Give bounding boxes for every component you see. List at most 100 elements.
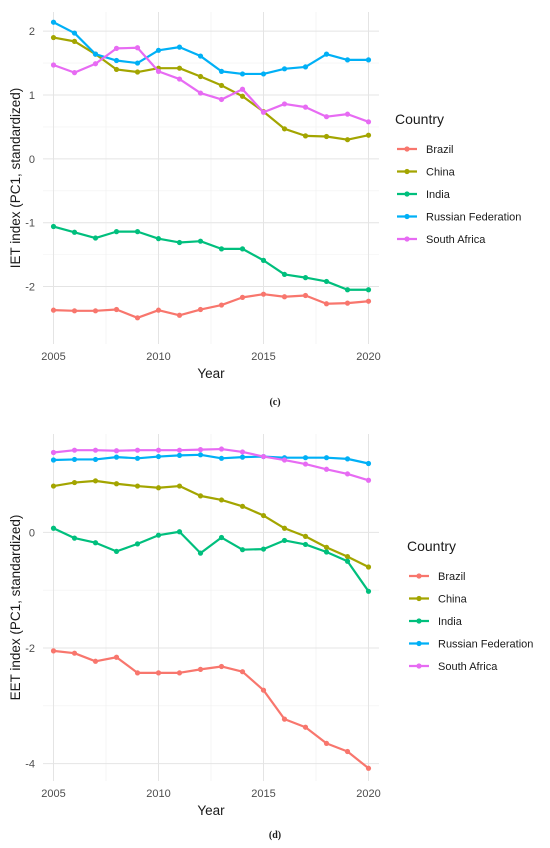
data-point-china bbox=[239, 93, 246, 99]
data-point-brazil bbox=[197, 666, 204, 672]
x-tick-label: 2010 bbox=[146, 788, 170, 800]
data-point-india bbox=[344, 287, 351, 293]
data-point-south-africa bbox=[197, 447, 204, 453]
data-point-brazil bbox=[113, 306, 120, 313]
data-point-russian-federation bbox=[92, 456, 99, 463]
y-tick-label: 1 bbox=[29, 90, 35, 102]
series-china bbox=[50, 478, 372, 570]
data-point-china bbox=[134, 483, 141, 489]
data-point-south-africa bbox=[344, 471, 351, 477]
data-point-south-africa bbox=[344, 111, 351, 117]
data-point-russian-federation bbox=[92, 51, 99, 57]
data-point-russian-federation bbox=[176, 44, 183, 50]
data-point-india bbox=[239, 246, 246, 252]
data-point-china bbox=[218, 497, 225, 503]
data-point-brazil bbox=[197, 306, 204, 313]
data-point-brazil bbox=[176, 312, 183, 318]
legend-label-brazil: Brazil bbox=[438, 571, 466, 583]
data-point-china bbox=[323, 544, 330, 550]
series-south-africa bbox=[50, 446, 372, 483]
data-point-russian-federation bbox=[344, 456, 351, 462]
data-point-russian-federation bbox=[218, 68, 225, 74]
data-point-south-africa bbox=[218, 96, 225, 103]
data-point-russian-federation bbox=[218, 455, 225, 461]
data-point-brazil bbox=[344, 748, 351, 755]
data-point-china bbox=[176, 483, 183, 489]
data-point-russian-federation bbox=[197, 452, 204, 458]
x-tick-label: 2015 bbox=[251, 788, 275, 800]
data-point-india bbox=[50, 525, 57, 531]
data-point-south-africa bbox=[92, 447, 99, 453]
legend-key-point-russian-federation bbox=[416, 640, 422, 647]
data-point-brazil bbox=[344, 300, 351, 306]
data-point-brazil bbox=[176, 670, 183, 676]
data-point-china bbox=[239, 503, 246, 509]
legend-label-south-africa: South Africa bbox=[438, 661, 498, 673]
data-point-south-africa bbox=[323, 114, 330, 120]
data-point-south-africa bbox=[134, 45, 141, 51]
data-point-china bbox=[260, 512, 267, 519]
data-point-brazil bbox=[155, 307, 162, 313]
y-tick-label: 0 bbox=[29, 154, 35, 166]
data-point-south-africa bbox=[176, 447, 183, 453]
data-point-india bbox=[176, 529, 183, 535]
chart-d: 2005 2010 2015 2020 -4 -2 0 Year EET index (PC1,… bbox=[8, 434, 533, 818]
data-point-india bbox=[197, 550, 204, 556]
data-point-india bbox=[218, 534, 225, 541]
data-point-russian-federation bbox=[134, 455, 141, 461]
data-point-china bbox=[50, 34, 57, 41]
plot-area bbox=[50, 446, 372, 771]
data-point-russian-federation bbox=[302, 64, 309, 70]
data-point-china bbox=[113, 481, 120, 487]
data-point-brazil bbox=[134, 315, 141, 321]
data-point-south-africa bbox=[365, 477, 372, 483]
data-point-china bbox=[344, 554, 351, 560]
legend-label-china: China bbox=[426, 167, 456, 179]
chart-c: 2005 2010 2015 2020 -2 -1 0 1 2 Year IET index (PC… bbox=[8, 12, 521, 381]
data-point-russian-federation bbox=[197, 53, 204, 59]
data-point-china bbox=[365, 564, 372, 570]
data-point-china bbox=[71, 38, 78, 44]
data-point-brazil bbox=[92, 658, 99, 664]
series-line-china bbox=[52, 479, 370, 569]
data-point-russian-federation bbox=[134, 60, 141, 66]
data-point-south-africa bbox=[281, 101, 288, 107]
series-brazil bbox=[50, 648, 372, 771]
y-tick-label: 2 bbox=[29, 26, 35, 38]
data-point-brazil bbox=[113, 654, 120, 660]
data-point-south-africa bbox=[239, 449, 246, 455]
data-point-india bbox=[134, 541, 141, 547]
data-point-india bbox=[260, 546, 267, 552]
data-point-china bbox=[50, 483, 57, 489]
data-point-china bbox=[344, 137, 351, 143]
data-point-south-africa bbox=[71, 70, 78, 76]
legend-key-point-india bbox=[404, 191, 410, 197]
legend-key-point-india bbox=[416, 618, 422, 624]
data-point-india bbox=[344, 558, 351, 564]
data-point-india bbox=[155, 532, 162, 538]
series-line-brazil bbox=[52, 649, 370, 770]
data-point-brazil bbox=[71, 308, 78, 314]
legend: Country Brazil China India Russian Federatio… bbox=[407, 538, 533, 673]
data-point-india bbox=[92, 235, 99, 241]
legend-label-russian-federation: Russian Federation bbox=[426, 212, 521, 224]
data-point-south-africa bbox=[50, 449, 57, 456]
data-point-south-africa bbox=[134, 447, 141, 453]
data-point-india bbox=[176, 239, 183, 246]
data-point-south-africa bbox=[71, 447, 78, 453]
axes: 2005 2010 2015 2020 -2 -1 0 1 2 Year IET index (PC… bbox=[8, 26, 381, 381]
x-tick-label: 2010 bbox=[146, 351, 170, 363]
x-tick-label: 2020 bbox=[356, 351, 380, 363]
data-point-india bbox=[323, 278, 330, 285]
data-point-russian-federation bbox=[155, 47, 162, 53]
data-point-russian-federation bbox=[71, 456, 78, 463]
data-point-brazil bbox=[218, 663, 225, 670]
data-point-russian-federation bbox=[239, 71, 246, 77]
data-point-south-africa bbox=[302, 104, 309, 110]
data-point-brazil bbox=[281, 716, 288, 722]
data-point-brazil bbox=[281, 294, 288, 300]
panel-caption-c: (c) bbox=[269, 397, 281, 408]
data-point-south-africa bbox=[92, 61, 99, 67]
data-point-south-africa bbox=[323, 466, 330, 472]
data-point-china bbox=[365, 132, 372, 138]
